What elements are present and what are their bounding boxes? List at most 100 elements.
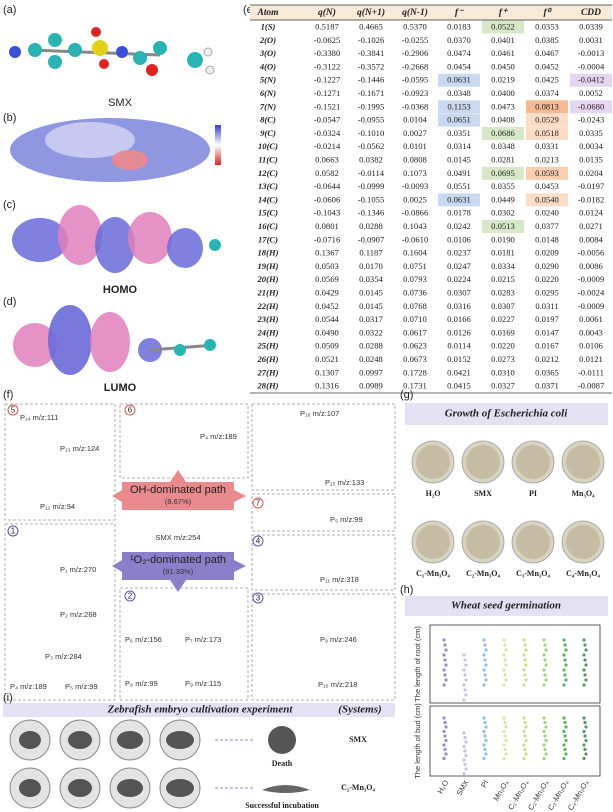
seed-dot (522, 668, 526, 672)
table-cell: 0.1043 (403, 221, 427, 231)
table-cell: 0.0695 (491, 168, 515, 178)
product-label: P₂ m/z:268 (60, 610, 97, 619)
larva (262, 785, 310, 793)
seed-dot (483, 673, 487, 677)
table-cell: -0.0680 (578, 101, 605, 111)
petri-dish-inner (466, 525, 500, 559)
seed-dot (582, 743, 586, 747)
seed-dot (444, 678, 448, 682)
dish-label: PI (529, 489, 537, 498)
petri-dish-inner (566, 445, 600, 479)
table-cell: 0.0052 (579, 88, 603, 98)
table-highlight (482, 220, 524, 233)
lumo-orbital (13, 305, 216, 375)
petri-dish-inner (466, 445, 500, 479)
seed-dot (463, 658, 467, 662)
table-cell: 0.0219 (491, 75, 515, 85)
seed-dot (582, 729, 586, 734)
table-header-bg (250, 5, 612, 20)
seed-dot (523, 643, 527, 647)
table-cell: 0.0385 (535, 35, 559, 45)
seed-dot (442, 653, 446, 657)
step-number: 7 (256, 499, 261, 508)
seed-dot (484, 738, 488, 743)
table-cell: 0.0544 (315, 314, 339, 324)
table-cell: 0.0348 (447, 88, 471, 98)
seed-dot (543, 643, 547, 647)
table-cell: -0.0625 (314, 35, 341, 45)
seed-dot (582, 638, 586, 642)
table-cell: 0.0335 (579, 128, 603, 138)
table-cell: 0.0121 (579, 354, 603, 364)
table-cell: 0.0310 (491, 367, 515, 377)
system-label: SMX (349, 735, 367, 744)
table-cell: 0.0197 (535, 314, 559, 324)
table-header: Atom (256, 8, 278, 18)
table-cell: -0.1026 (358, 35, 385, 45)
table-cell: -0.0182 (578, 194, 605, 204)
atom-label: 22(H) (256, 301, 278, 311)
seed-dot (444, 752, 448, 756)
table-cell: 0.0027 (403, 128, 427, 138)
seed-dot (584, 663, 588, 667)
table-cell: 0.0169 (491, 327, 515, 337)
seed-dot (462, 744, 466, 749)
table-cell: 0.0569 (315, 274, 339, 284)
embryo-body (68, 731, 92, 749)
seed-dot (503, 734, 507, 738)
atom-label: 4(O) (259, 61, 276, 71)
dish-label: SMX (474, 489, 492, 498)
atom-label: 15(C) (258, 208, 278, 218)
atom-label: 9(C) (260, 128, 276, 138)
seed-dot (522, 729, 526, 734)
seed-dot (542, 683, 546, 687)
table-cell: -0.1995 (358, 101, 385, 111)
table-cell: 0.0521 (315, 354, 339, 364)
table-cell: 0.0365 (535, 367, 559, 377)
seed-dot (504, 648, 508, 652)
seed-dot (484, 663, 488, 667)
step-number: 2 (128, 592, 133, 601)
table-cell: 0.0334 (491, 261, 515, 271)
table-cell: 0.0025 (403, 194, 427, 204)
table-cell: 0.0808 (403, 154, 427, 164)
table-cell: 0.0401 (491, 35, 515, 45)
product-label: P₁₁ m/z:318 (320, 575, 359, 584)
table-cell: 0.0166 (447, 314, 471, 324)
table-cell: 0.0454 (447, 61, 471, 71)
table-cell: 0.0473 (491, 101, 515, 111)
table-cell: 0.0124 (579, 208, 603, 218)
seed-dot (462, 758, 466, 762)
seed-dot (503, 643, 507, 647)
atom-label: 25(H) (256, 341, 278, 351)
table-cell: 0.0178 (447, 208, 471, 218)
x-tick-label: Mn₃O₄ (491, 778, 510, 802)
table-cell: -0.3572 (358, 61, 385, 71)
table-cell: 0.0316 (447, 301, 471, 311)
table-cell: 0.0551 (447, 181, 471, 191)
product-label: P₁₆ m/z:107 (300, 409, 339, 418)
table-cell: 0.0167 (535, 341, 559, 351)
seed-dot (562, 638, 566, 642)
seed-dot (563, 673, 567, 677)
seed-dot (482, 638, 486, 642)
table-cell: 0.0247 (447, 261, 471, 271)
table-highlight (438, 113, 480, 127)
product-label: P₁₀ m/z:218 (318, 680, 357, 689)
table-cell: 0.0768 (403, 301, 427, 311)
embryo-dead (268, 726, 296, 754)
seed-dot (584, 738, 588, 743)
seed-dot (444, 663, 448, 667)
table-cell: -0.1271 (314, 88, 341, 98)
table-cell: 0.0513 (491, 221, 515, 231)
table-cell: 0.0043 (579, 327, 603, 337)
table-header: CDD (581, 8, 601, 18)
table-cell: 0.0227 (491, 314, 515, 324)
seed-dot (562, 683, 566, 687)
seed-dot (542, 716, 546, 720)
table-cell: 0.0327 (491, 381, 515, 391)
table-cell: -0.3122 (314, 61, 341, 71)
seed-dot (462, 653, 466, 657)
product-label: P₁₄ m/z:111 (20, 413, 58, 422)
